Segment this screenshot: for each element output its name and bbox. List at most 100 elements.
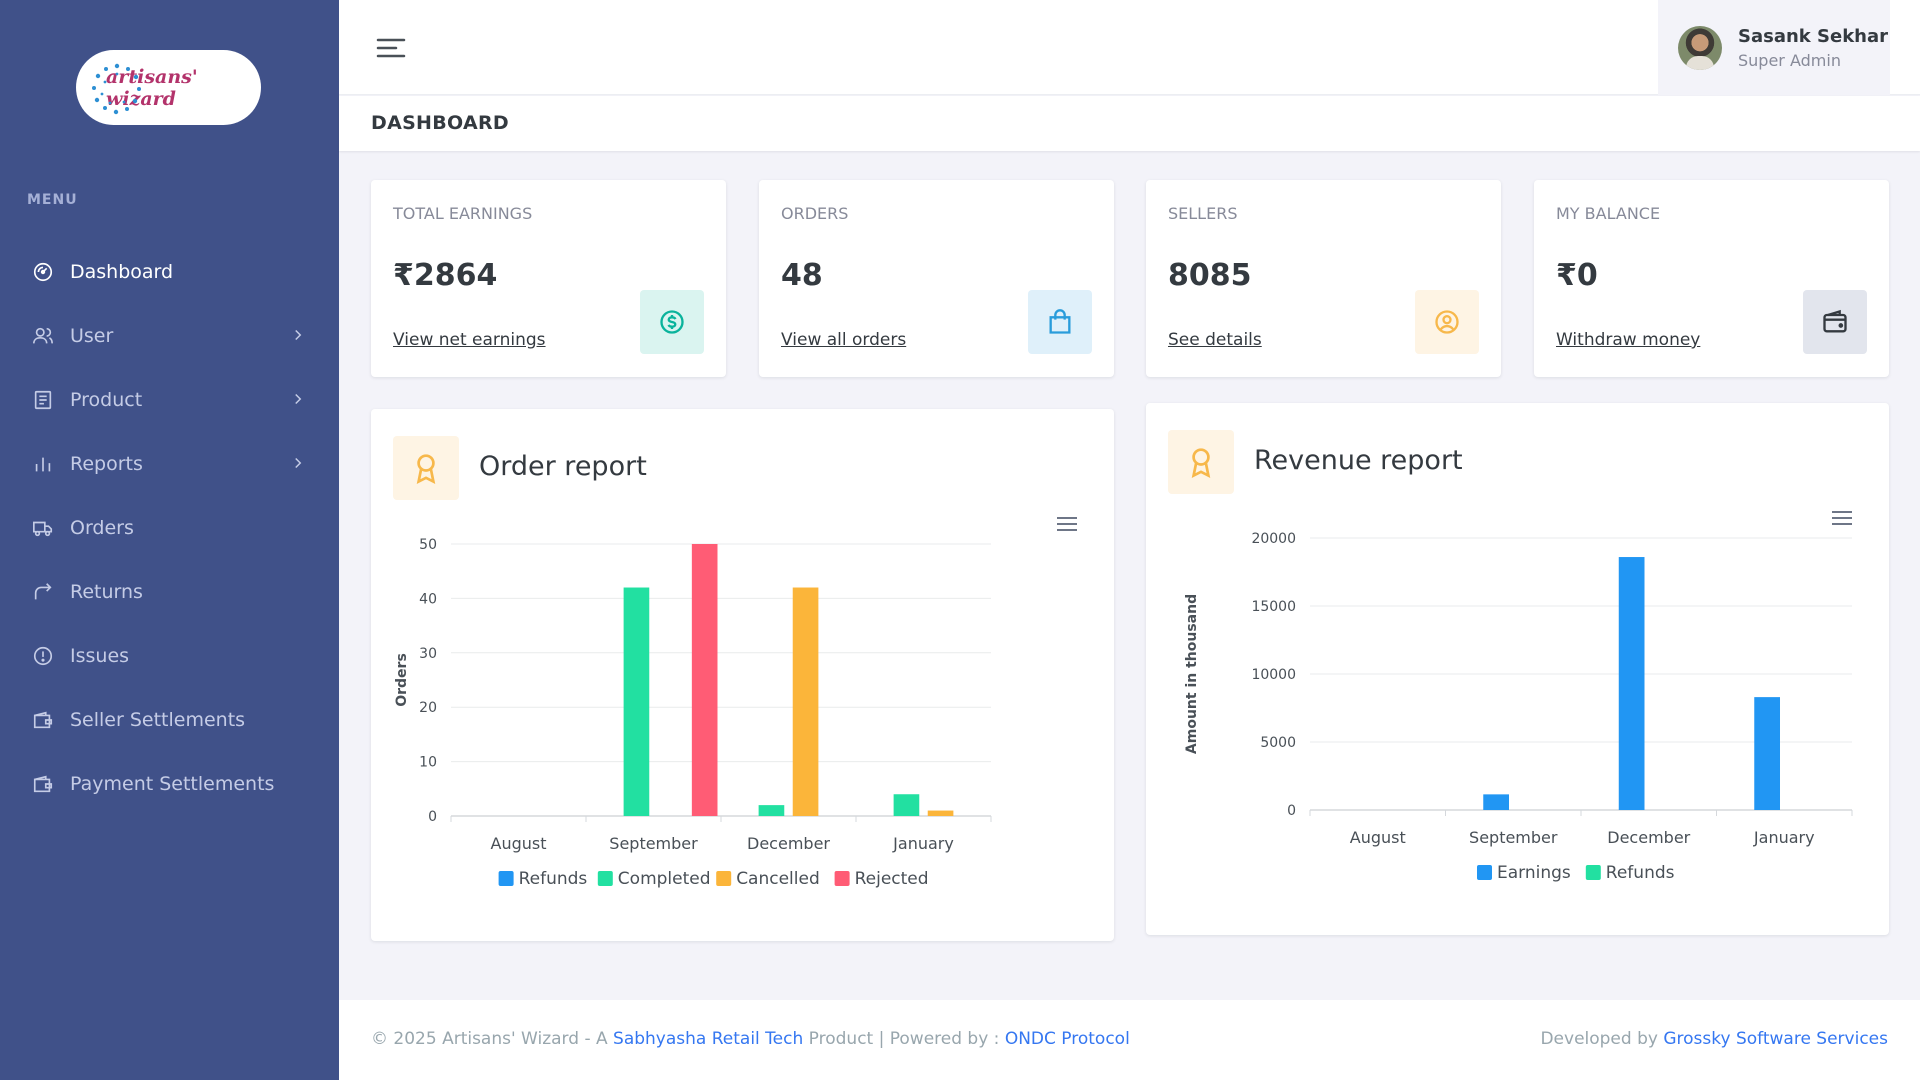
report-icon-box [393,436,459,500]
sidebar-item-label: Dashboard [70,261,174,283]
brand-logo[interactable]: artisans' wizard [76,50,261,125]
dashboard-icon [33,262,53,282]
legend-label: Cancelled [736,869,820,889]
bar-completed [893,794,920,816]
legend-marker [716,871,732,886]
legend-label: Completed [618,869,711,889]
user-role: Super Admin [1738,50,1841,70]
sidebar-item-reports[interactable]: Reports [0,432,339,496]
sidebar-item-label: Issues [70,645,130,667]
x-tick-label: August [1350,828,1406,847]
stat-value: ₹2864 [393,258,498,293]
sidebar-item-dashboard[interactable]: Dashboard [0,240,339,304]
shopping-bag-icon [1049,309,1071,334]
legend-marker [498,871,514,886]
stat-card-sellers: SELLERS 8085 See details [1146,180,1501,377]
y-tick-label: 20000 [1251,531,1296,547]
revenue-report-chart: 0 5000 10000 15000 20000 August September Decem… [1184,531,1853,883]
order-report-title: Order report [479,451,647,482]
see-details-link[interactable]: See details [1168,330,1262,350]
alert-circle-icon [33,646,53,666]
reports-icon [35,457,51,472]
sidebar-item-label: Seller Settlements [70,709,246,731]
y-tick-label: 5000 [1260,735,1296,751]
bar-earnings [1483,794,1510,810]
sidebar: artisans' wizard MENU Dashboard User Pro… [0,0,339,1080]
user-circle-icon [1435,310,1459,334]
withdraw-money-link[interactable]: Withdraw money [1556,330,1701,350]
chevron-right-icon [295,457,302,469]
footer-dev-prefix: Developed by [1540,1029,1664,1049]
footer-middle: Product | Powered by : [803,1029,1005,1049]
stat-icon-box [1803,290,1867,354]
sidebar-item-label: Orders [70,517,134,539]
bar-completed [758,805,785,816]
x-tick-label: January [1753,828,1815,847]
x-tick-label: December [1607,828,1690,847]
legend-marker [1477,865,1492,880]
view-all-orders-link[interactable]: View all orders [781,330,907,350]
x-tick-label: December [747,834,830,853]
bar-cancelled [927,810,954,816]
stat-label: SELLERS [1168,204,1238,223]
footer-copyright: © 2025 Artisans' Wizard - A Sabhyasha Re… [371,1029,1130,1049]
y-tick-label: 50 [419,537,437,553]
y-tick-label: 40 [419,591,437,607]
sidebar-item-orders[interactable]: Orders [0,496,339,560]
stat-label: ORDERS [781,204,849,223]
legend-marker [1585,865,1601,880]
chevron-right-icon [295,329,302,341]
stat-icon-box [1028,290,1092,354]
sidebar-item-user[interactable]: User [0,304,339,368]
wallet-icon [33,775,53,793]
sidebar-item-label: User [70,325,114,347]
topbar: Sasank Sekhar Super Admin [339,0,1920,95]
x-tick-label: September [1469,828,1558,847]
legend-label: Refunds [1606,863,1675,883]
bar-earnings [1618,557,1645,810]
user-profile-dropdown[interactable]: Sasank Sekhar Super Admin [1658,0,1890,95]
order-report-card: Order report 0 10 20 30 40 50 August September D… [371,409,1114,941]
logo-text: artisans' wizard [106,65,198,110]
y-axis-title: Orders [394,653,410,707]
x-tick-label: August [491,834,547,853]
sidebar-item-seller-settlements[interactable]: Seller Settlements [0,688,339,752]
developer-link[interactable]: Grossky Software Services [1663,1029,1888,1049]
award-icon [1191,448,1211,478]
footer-developer: Developed by Grossky Software Services [1540,1029,1888,1049]
stat-value: 48 [781,258,823,293]
sidebar-item-product[interactable]: Product [0,368,339,432]
company-link[interactable]: Sabhyasha Retail Tech [613,1029,804,1049]
hamburger-menu-icon[interactable] [376,36,406,60]
return-icon [34,583,52,600]
bar-earnings [1754,697,1781,810]
sidebar-item-issues[interactable]: Issues [0,624,339,688]
sidebar-item-payment-settlements[interactable]: Payment Settlements [0,752,339,816]
stat-label: TOTAL EARNINGS [393,204,533,223]
stat-card-total-earnings: TOTAL EARNINGS ₹2864 View net earnings [371,180,726,377]
chart-menu-icon[interactable] [1830,508,1854,528]
ondc-link[interactable]: ONDC Protocol [1004,1029,1130,1049]
view-net-earnings-link[interactable]: View net earnings [393,330,546,350]
logo-dots-icon [92,63,141,115]
chart-menu-icon[interactable] [1055,514,1079,534]
user-icon [33,327,53,344]
sidebar-item-label: Returns [70,581,143,603]
sidebar-item-returns[interactable]: Returns [0,560,339,624]
legend-label: Earnings [1497,863,1571,883]
stat-value: 8085 [1168,258,1252,293]
product-icon [34,390,52,410]
y-tick-label: 0 [428,809,437,825]
stat-card-my-balance: MY BALANCE ₹0 Withdraw money [1534,180,1889,377]
page-title: DASHBOARD [371,112,509,134]
award-icon [416,454,436,484]
y-axis-title: Amount in thousand [1184,594,1200,754]
stat-icon-box [640,290,704,354]
y-tick-label: 20 [419,700,437,716]
dollar-circle-icon [660,310,684,334]
legend-label: Refunds [519,869,588,889]
wallet-icon [33,711,53,729]
sidebar-item-label: Product [70,389,143,411]
page-title-bar: DASHBOARD [339,96,1920,151]
avatar [1678,25,1722,70]
